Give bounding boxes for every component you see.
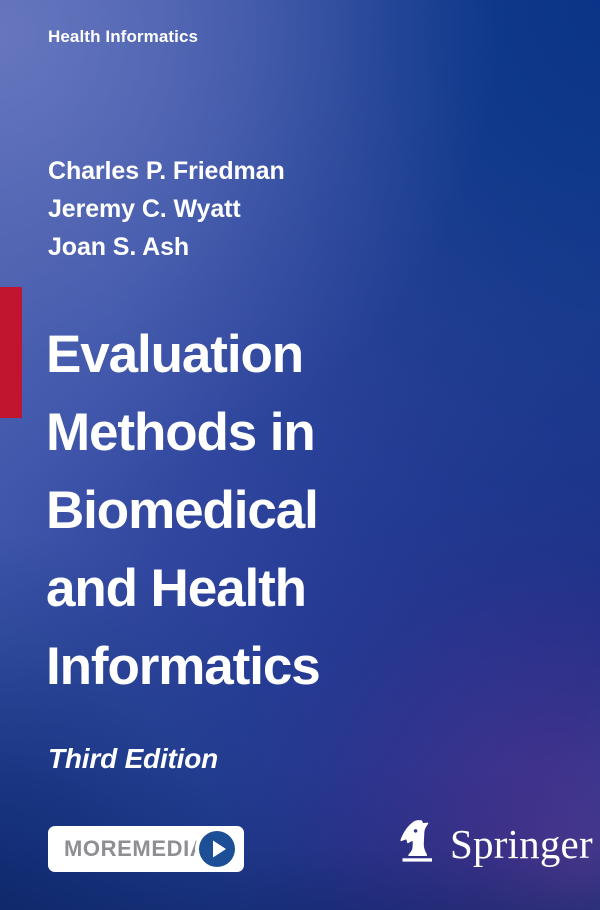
edition-label: Third Edition — [48, 743, 219, 774]
springer-wordmark: Springer — [450, 820, 593, 867]
title-line: and Health — [46, 559, 307, 618]
author-name: Jeremy C. Wyatt — [48, 195, 241, 223]
title-line: Methods in — [46, 403, 316, 462]
springer-logo: Springer — [395, 818, 593, 866]
author-name: Charles P. Friedman — [48, 157, 285, 185]
red-accent-bar — [0, 287, 22, 418]
author-list: Charles P. Friedman Jeremy C. Wyatt Joan… — [48, 152, 285, 266]
title-line: Biomedical — [46, 481, 319, 540]
series-title: Health Informatics — [48, 27, 199, 46]
moremedia-badge[interactable]: MOREMEDIA — [48, 826, 245, 872]
title-line: Informatics — [46, 637, 321, 696]
springer-knight-icon — [400, 820, 432, 862]
book-title: Evaluation Methods in Biomedical and Hea… — [46, 316, 321, 706]
play-circle-icon[interactable] — [194, 826, 240, 872]
title-line: Evaluation — [46, 325, 304, 384]
moremedia-label: MOREMEDIA — [64, 836, 207, 861]
author-name: Joan S. Ash — [48, 233, 190, 261]
